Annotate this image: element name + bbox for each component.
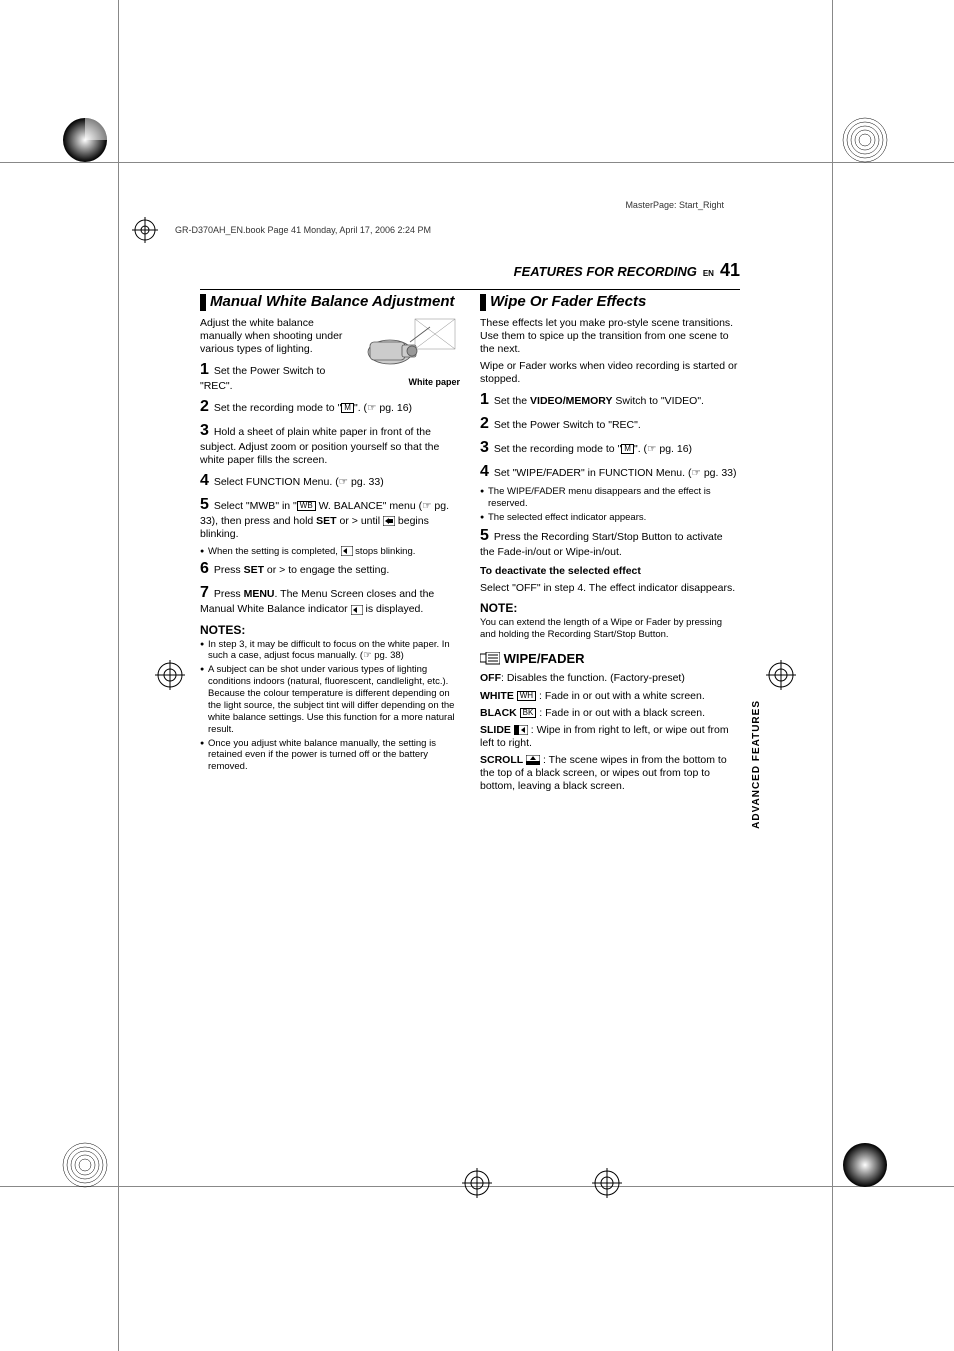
note-item: In step 3, it may be difficult to focus …	[200, 639, 460, 663]
page-content: FEATURES FOR RECORDING EN 41 Manual Whit…	[200, 220, 740, 797]
left-column: Manual White Balance Adjustment	[200, 294, 460, 797]
wb-icon: WB	[297, 501, 316, 511]
r-step-2: 2 Set the Power Switch to "REC".	[480, 414, 740, 434]
deactivate-heading: To deactivate the selected effect	[480, 565, 740, 578]
note-item: A subject can be shot under various type…	[200, 664, 460, 735]
note-heading: NOTE:	[480, 601, 740, 615]
m-icon: M	[621, 444, 634, 454]
intro-1: These effects let you make pro-style sce…	[480, 317, 740, 356]
bullet-item: The selected effect indicator appears.	[480, 512, 740, 524]
step-7: 7 Press MENU. The Menu Screen closes and…	[200, 583, 460, 616]
note-body: You can extend the length of a Wipe or F…	[480, 617, 740, 641]
option-black: BLACK BK : Fade in or out with a black s…	[480, 707, 740, 720]
mwb-blink-icon	[383, 516, 395, 526]
intro-2: Wipe or Fader works when video recording…	[480, 360, 740, 386]
r-step-3: 3 Set the recording mode to "M". (☞ pg. …	[480, 438, 740, 458]
r-step-5: 5 Press the Recording Start/Stop Button …	[480, 526, 740, 559]
camera-illustration: White paper	[360, 317, 460, 387]
step-5: 5 Select "MWB" in "WB W. BALANCE" menu (…	[200, 495, 460, 541]
bullet-item: The WIPE/FADER menu disappears and the e…	[480, 486, 740, 510]
option-off: OFF: Disables the function. (Factory-pre…	[480, 672, 740, 685]
deactivate-body: Select "OFF" in step 4. The effect indic…	[480, 582, 740, 595]
r-step-4-bullets: The WIPE/FADER menu disappears and the e…	[480, 486, 740, 524]
right-column: Wipe Or Fader Effects These effects let …	[480, 294, 740, 797]
r-step-1: 1 Set the VIDEO/MEMORY Switch to "VIDEO"…	[480, 390, 740, 410]
option-white: WHITE WH : Fade in or out with a white s…	[480, 690, 740, 703]
mwb-indicator-icon	[351, 605, 363, 615]
white-paper-label: White paper	[360, 377, 460, 387]
page-number: 41	[720, 260, 740, 281]
m-icon: M	[341, 403, 354, 413]
sidebar-section-label: ADVANCED FEATURES	[751, 700, 762, 829]
mwb-stop-icon	[341, 546, 353, 556]
notes-list: In step 3, it may be difficult to focus …	[200, 639, 460, 774]
option-scroll: SCROLL : The scene wipes in from the bot…	[480, 754, 740, 793]
heading-wipe: Wipe Or Fader Effects	[480, 294, 740, 311]
step-2: 2 Set the recording mode to "M". (☞ pg. …	[200, 397, 460, 417]
section-title: FEATURES FOR RECORDING	[514, 264, 697, 279]
white-icon: WH	[517, 691, 536, 701]
step-3: 3 Hold a sheet of plain white paper in f…	[200, 421, 460, 467]
scroll-icon	[526, 755, 540, 765]
r-step-4: 4 Set "WIPE/FADER" in FUNCTION Menu. (☞ …	[480, 462, 740, 482]
slide-icon	[514, 725, 528, 735]
heading-mwb: Manual White Balance Adjustment	[200, 294, 460, 311]
wipe-fader-heading: WIPE/FADER	[480, 651, 740, 667]
step-4: 4 Select FUNCTION Menu. (☞ pg. 33)	[200, 471, 460, 491]
menu-icon	[480, 652, 500, 666]
lang-label: EN	[703, 269, 714, 278]
option-slide: SLIDE : Wipe in from right to left, or w…	[480, 724, 740, 750]
step-6: 6 Press SET or > to engage the setting.	[200, 559, 460, 579]
note-item: Once you adjust white balance manually, …	[200, 738, 460, 774]
notes-heading: NOTES:	[200, 623, 460, 637]
masterpage-label: MasterPage: Start_Right	[625, 200, 724, 210]
step-5-note: When the setting is completed, stops bli…	[200, 546, 460, 558]
black-icon: BK	[520, 708, 537, 718]
section-header: FEATURES FOR RECORDING EN 41	[200, 260, 740, 281]
